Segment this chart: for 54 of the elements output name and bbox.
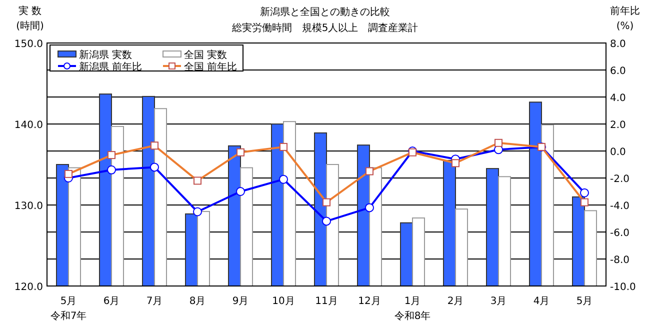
y-tick-label: 140.0 bbox=[14, 120, 43, 131]
y2-tick-label: 4.0 bbox=[610, 93, 626, 104]
x-tick-label: 12月 bbox=[358, 296, 381, 307]
x-tick-label: 5月 bbox=[576, 296, 593, 307]
legend-label: 新潟県 実数 bbox=[79, 49, 132, 61]
y2-tick-label: 0.0 bbox=[610, 147, 626, 158]
point bbox=[580, 188, 589, 198]
x-tick-label: 4月 bbox=[533, 296, 550, 307]
text: 令和7年 bbox=[50, 310, 87, 322]
legend-label: 全国 実数 bbox=[184, 49, 228, 61]
chart-subtitle: 総実労働時間 規模5人以上 調査産業計 bbox=[230, 22, 418, 34]
y-tick-label: 120.0 bbox=[14, 282, 43, 293]
y2-tick-label: 8.0 bbox=[610, 39, 626, 50]
point bbox=[193, 207, 202, 216]
text: 令和8年 bbox=[394, 310, 431, 322]
point bbox=[194, 176, 202, 185]
point bbox=[150, 142, 158, 150]
point bbox=[322, 216, 331, 226]
point bbox=[366, 167, 374, 176]
point bbox=[279, 174, 288, 184]
point bbox=[107, 165, 116, 174]
x-tick-label: 7月 bbox=[146, 296, 163, 307]
y-axis-title: 実 数 (時間) bbox=[16, 5, 44, 32]
point bbox=[108, 151, 116, 160]
x-tick-label: 11月 bbox=[315, 296, 338, 307]
point bbox=[452, 159, 460, 168]
point bbox=[236, 148, 244, 156]
x-tick-label: 9月 bbox=[232, 296, 249, 307]
y2-tick-label: -4.0 bbox=[610, 201, 630, 212]
x-tick-label: 8月 bbox=[189, 296, 206, 307]
y2-tick-label: 6.0 bbox=[610, 66, 626, 77]
point bbox=[150, 162, 159, 172]
x-tick-label: 3月 bbox=[490, 296, 507, 307]
y2-tick-label: 2.0 bbox=[610, 120, 626, 131]
x-tick-label: 5月 bbox=[60, 296, 77, 307]
point bbox=[494, 138, 502, 147]
y2-tick-label: -2.0 bbox=[610, 174, 630, 185]
y2-tick-label: -8.0 bbox=[610, 255, 630, 266]
point bbox=[580, 198, 588, 206]
point bbox=[322, 198, 330, 206]
x-tick-label: 2月 bbox=[447, 296, 464, 307]
chart-title: 新潟県と全国との動きの比較 bbox=[260, 6, 390, 18]
x-tick-label: 1月 bbox=[404, 296, 421, 307]
point bbox=[236, 187, 245, 196]
y-tick-label: 130.0 bbox=[14, 201, 43, 212]
x-tick-label: 10月 bbox=[272, 296, 295, 307]
y2-tick-label: -10.0 bbox=[610, 282, 636, 293]
point bbox=[365, 203, 374, 212]
point bbox=[280, 142, 288, 151]
point bbox=[64, 170, 72, 178]
y-tick-label: 150.0 bbox=[14, 39, 43, 50]
y2-axis-title: 前年比 (%) bbox=[610, 5, 640, 32]
x-tick-label: 6月 bbox=[103, 296, 120, 307]
y2-tick-label: -6.0 bbox=[610, 228, 630, 239]
